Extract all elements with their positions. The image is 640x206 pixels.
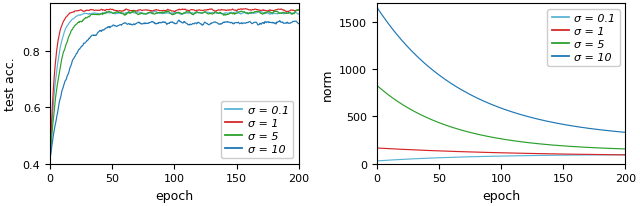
Y-axis label: norm: norm	[321, 68, 333, 100]
Legend: σ = 0.1, σ = 1, σ = 5, σ = 10: σ = 0.1, σ = 1, σ = 5, σ = 10	[547, 10, 620, 67]
X-axis label: epoch: epoch	[482, 189, 520, 202]
X-axis label: epoch: epoch	[156, 189, 193, 202]
Legend: σ = 0.1, σ = 1, σ = 5, σ = 10: σ = 0.1, σ = 1, σ = 5, σ = 10	[221, 101, 293, 158]
Y-axis label: test acc.: test acc.	[4, 57, 17, 111]
